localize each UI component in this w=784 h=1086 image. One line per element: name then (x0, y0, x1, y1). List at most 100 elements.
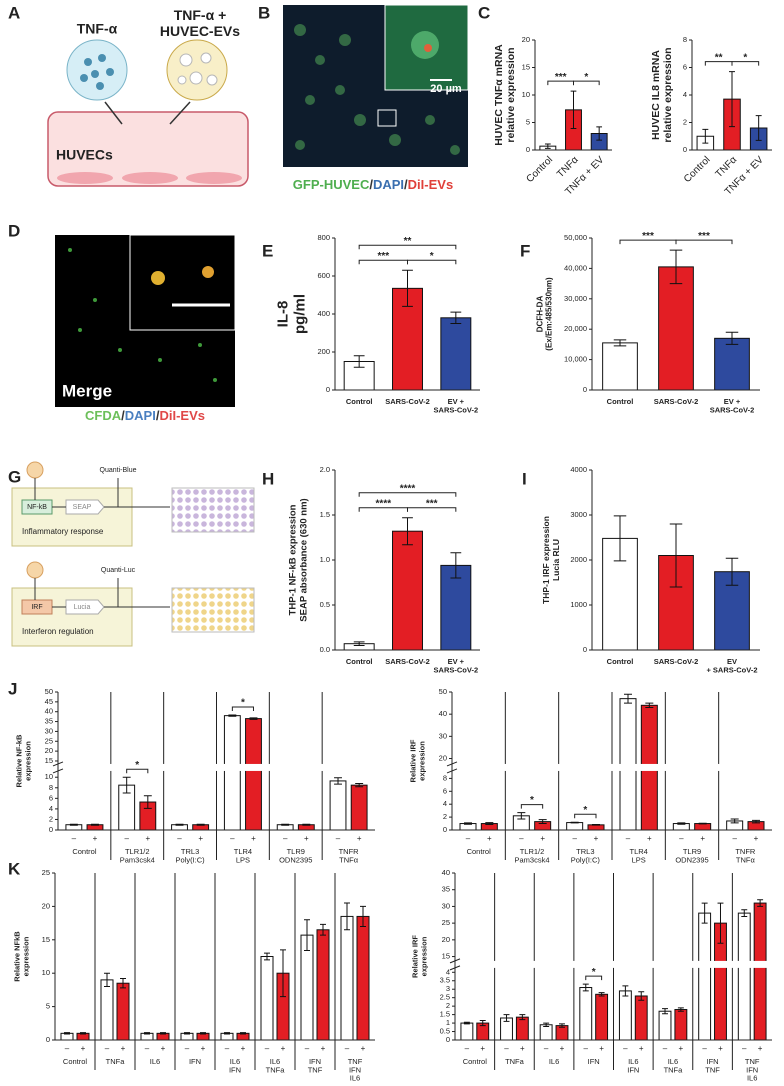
y-tick-label: 6 (683, 62, 687, 71)
y-tick-label: 25 (442, 918, 450, 927)
bar (595, 993, 609, 1041)
significance-bracket (358, 492, 457, 497)
y-tick-label: 800 (317, 233, 330, 242)
y-axis-label: Relative IRFexpression (411, 935, 429, 978)
condition-label: – (623, 1044, 628, 1053)
y-tick-label: 0.5 (320, 600, 330, 609)
condition-label: + (754, 834, 759, 843)
pathway-label: Inflammatory response (22, 527, 104, 536)
group-label: TNF IFN IL6 (348, 1057, 363, 1083)
condition-label: + (487, 834, 492, 843)
group-label-line: TLR4 (234, 847, 252, 856)
significance-label: *** (426, 498, 438, 509)
significance-label: * (241, 698, 245, 709)
tnf-well (66, 39, 128, 101)
bar (658, 1010, 672, 1041)
condition-label: – (345, 1044, 350, 1053)
axis-break (448, 763, 772, 771)
condition-label: + (758, 1044, 763, 1053)
group-label-line: TNFa (106, 1057, 126, 1066)
condition-label: + (594, 834, 599, 843)
error-bar (402, 517, 413, 546)
y-tick-label: 2 (683, 117, 687, 126)
y-tick-label: 20 (45, 746, 53, 755)
error-bar (64, 1032, 70, 1035)
x-tick-label-line: EV (727, 657, 737, 666)
cells-label: HUVECs (56, 147, 113, 163)
y-axis-label-line: THP-1 IRF expression (541, 516, 551, 604)
bar (579, 987, 593, 1041)
significance-label: * (592, 967, 596, 978)
group-label-line: TNFα (339, 855, 359, 864)
significance-bracket (231, 706, 254, 712)
group-label-line: Pam3csk4 (120, 855, 155, 864)
error-bar (69, 823, 78, 826)
y-tick-label: 1.5 (440, 1010, 450, 1019)
error-bar (240, 1032, 246, 1035)
condition-label: + (201, 1044, 206, 1053)
y-axis-label-line: IL-8 (274, 301, 291, 328)
y-axis-label: HUVEC TNFα mRNArelative expression (493, 44, 517, 146)
condition-label: – (584, 1044, 589, 1053)
y-axis-label: Relative IRFexpression (409, 739, 427, 782)
group-label: IL6 (150, 1057, 160, 1066)
group-label-line: IL6 (350, 1073, 360, 1082)
group-label-line: TLR9 (683, 847, 701, 856)
ligand (26, 561, 44, 579)
group-label-line: IFN (309, 1057, 321, 1066)
significance-bracket (573, 80, 600, 86)
y-tick-label: 6 (443, 786, 447, 795)
caption-part: / (121, 408, 125, 423)
y-tick-label: 400 (317, 309, 330, 318)
error-bar (485, 822, 494, 826)
bar (694, 823, 712, 831)
diagram-a: TNF-α TNF-α + HUVEC-EVs HUVECs (47, 7, 249, 187)
y-tick-label: 30,000 (564, 294, 587, 303)
pathway-box (11, 487, 133, 547)
y-axis-label-line: Relative IRF (409, 739, 418, 782)
significance-label: * (135, 760, 139, 771)
error-bar (320, 923, 326, 936)
cell (122, 172, 178, 184)
y-axis-label: HUVEC IL8 mRNArelative expression (650, 47, 674, 142)
y-tick-label: 0 (446, 1035, 450, 1044)
group-label-line: IL6 (747, 1073, 757, 1082)
group-label-line: IL6 (270, 1057, 280, 1066)
y-axis-label-line: Relative IRF (411, 935, 420, 978)
significance-label: *** (642, 231, 654, 242)
condition-label: + (700, 834, 705, 843)
error-bar (479, 1020, 486, 1027)
cell (411, 31, 439, 59)
error-bar (120, 978, 126, 989)
error-bar (302, 823, 311, 826)
image-b: 20 µm (283, 4, 469, 167)
caption-part: DiI-EVs (159, 408, 205, 423)
group-label-line: LPS (632, 855, 646, 864)
error-bar (645, 702, 654, 709)
group-label-line: IFN (229, 1065, 241, 1074)
x-tick-label: Control (682, 154, 713, 185)
group-label: Control (63, 1057, 88, 1066)
significance-label: **** (400, 483, 416, 494)
reporter-shape (65, 499, 105, 515)
x-tick-label: EV + SARS-CoV-2 (710, 397, 755, 415)
x-tick-label: Control (346, 657, 373, 666)
error-bar (669, 249, 683, 285)
error-bar (757, 899, 764, 907)
panel-label: J (8, 679, 17, 698)
group-label-line: TLR4 (629, 847, 647, 856)
significance-label: *** (555, 72, 567, 83)
y-tick-label: 1.5 (320, 510, 330, 519)
error-bar (592, 824, 600, 826)
error-bar (638, 991, 645, 1001)
condition-label: – (466, 834, 471, 843)
x-tick-label-line: Control (607, 397, 634, 406)
y-tick-label: 0 (46, 1035, 50, 1044)
y-tick-label: 0 (583, 645, 587, 654)
arrow (104, 101, 191, 125)
error-bar (122, 776, 131, 794)
panel-label: I (522, 469, 527, 488)
bar (753, 902, 767, 1041)
group-label-line: Control (463, 1057, 488, 1066)
group-label-line: IL6 (668, 1057, 678, 1066)
